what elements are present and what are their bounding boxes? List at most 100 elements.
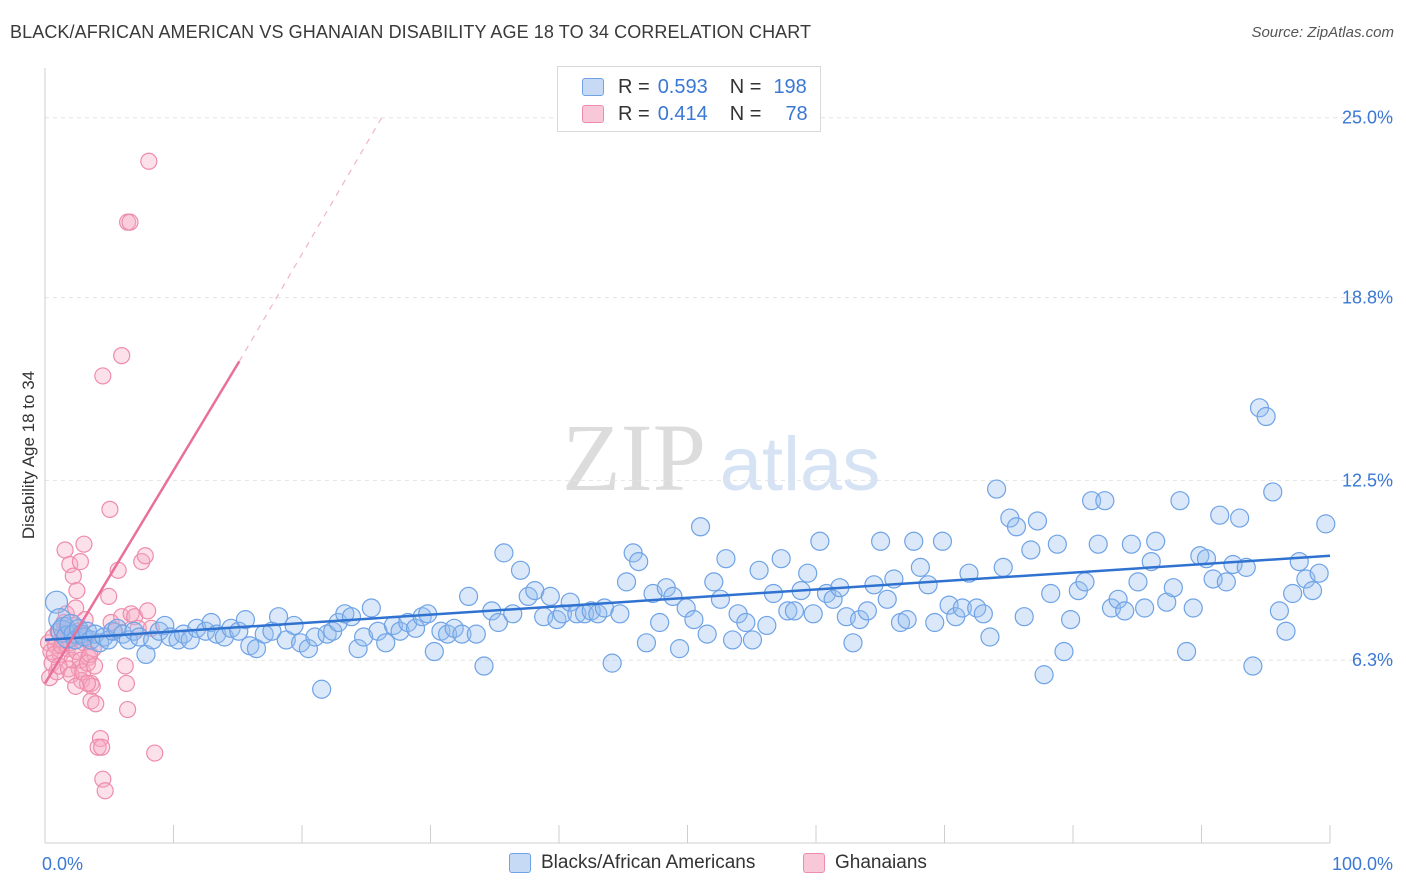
chart-title: BLACK/AFRICAN AMERICAN VS GHANAIAN DISAB… [10, 22, 812, 42]
ghanaians-points [39, 152, 164, 800]
legend-swatch-blue [509, 853, 531, 873]
blacks-point [973, 604, 993, 624]
r-value: 0.414 [657, 102, 708, 125]
blacks-point [897, 610, 917, 630]
blacks-point [124, 621, 144, 641]
ghanaians-trend-line [43, 360, 241, 685]
y-tick-label: 6.3% [1352, 650, 1393, 670]
blacks-point [722, 630, 743, 650]
blacks-point [952, 598, 972, 618]
ghanaians-point [116, 657, 134, 675]
blacks-point [466, 624, 486, 644]
blacks-point [757, 615, 777, 636]
blacks-point [1183, 598, 1203, 618]
ghanaians-point [64, 567, 82, 585]
blacks-point [1088, 534, 1108, 554]
blacks-point [1243, 656, 1263, 676]
ghanaians-point [67, 677, 85, 695]
ghanaians-point [75, 535, 93, 553]
blacks-point [1108, 589, 1128, 609]
blacks-point [398, 612, 418, 633]
x-tick-labels: 0.0% 100.0% [42, 854, 1393, 874]
blacks-point [1170, 491, 1190, 511]
ghanaians-point [139, 602, 157, 620]
blacks-point [1027, 511, 1048, 531]
ghanaians-point [93, 738, 111, 756]
blacks-point [803, 604, 823, 624]
blacks-point [1236, 557, 1256, 577]
blacks-point [1302, 581, 1323, 601]
legend-row-blacks: R = 0.593 N = 198 [582, 74, 807, 100]
blacks-point [1163, 578, 1183, 598]
blacks-point [1256, 406, 1276, 427]
blacks-point [547, 610, 567, 630]
blacks-point [494, 543, 514, 563]
ghanaians-point [136, 547, 154, 565]
ghanaians-point [71, 552, 90, 571]
source-label: Source: ZipAtlas.com [1251, 24, 1394, 41]
y-tick-label: 12.5% [1342, 470, 1393, 490]
blacks-point [810, 531, 830, 551]
ghanaians-trend-extension [238, 117, 383, 362]
blacks-point [305, 627, 325, 647]
blacks-point [616, 572, 637, 592]
blacks-point [444, 618, 464, 638]
ghanaians-point [118, 700, 137, 719]
ghanaians-point [140, 152, 158, 170]
blacks-point [771, 549, 791, 569]
ghanaians-point [87, 695, 105, 713]
ghanaians-point [82, 692, 100, 710]
blacks-point [354, 627, 374, 647]
blacks-point [1216, 572, 1236, 592]
ghanaians-point [100, 587, 118, 606]
ghanaians-point [146, 744, 164, 762]
blacks-point [1014, 607, 1034, 627]
blacks-point [1289, 551, 1309, 572]
blacks-point [424, 641, 444, 662]
correlation-legend: R = 0.593 N = 198 R = 0.414 N = 78 [557, 66, 821, 132]
blacks-point [932, 531, 953, 551]
blacks-point [918, 575, 938, 595]
trend-lines [43, 117, 1331, 685]
blacks-point [361, 598, 381, 618]
ghanaians-point [94, 367, 112, 385]
y-tick-label: 18.8% [1342, 288, 1393, 308]
blacks-point [312, 679, 332, 699]
blacks-point [823, 589, 843, 609]
blacks-point [1006, 517, 1027, 537]
blacks-point [155, 615, 175, 636]
ghanaians-point [113, 347, 131, 365]
blacks-point [1082, 491, 1102, 511]
blacks-point [201, 612, 221, 633]
blacks-point [669, 639, 690, 659]
blacks-point [1263, 482, 1283, 502]
blacks-point [235, 610, 256, 630]
blacks-point [610, 604, 630, 624]
blacks-point [510, 560, 531, 580]
blacks-point [704, 572, 724, 592]
blacks-point [405, 618, 426, 638]
blacks-point [663, 586, 683, 607]
blacks-point [1047, 534, 1067, 554]
ghanaians-point [96, 782, 114, 800]
blacks-point [1210, 505, 1230, 525]
blacks-point [341, 607, 362, 627]
blacks-point [1034, 665, 1054, 685]
ghanaians-point [117, 674, 136, 693]
legend-item-blacks: Blacks/African Americans [509, 852, 755, 874]
blacks-point [1061, 610, 1081, 630]
legend-item-ghanaians: Ghanaians [803, 852, 927, 874]
watermark: ZIP atlas [562, 404, 880, 511]
blacks-point [778, 601, 798, 621]
blacks-point [107, 618, 127, 638]
blacks-point [488, 612, 508, 633]
blacks-point [784, 601, 805, 621]
blacks-point [636, 633, 657, 653]
blacks-point [980, 627, 1000, 647]
blacks-point [348, 639, 368, 659]
blacks-point [910, 557, 930, 577]
blacks-point [503, 604, 523, 624]
blacks-point [1128, 572, 1148, 592]
blacks-point [1316, 514, 1336, 534]
blacks-point [959, 563, 979, 583]
